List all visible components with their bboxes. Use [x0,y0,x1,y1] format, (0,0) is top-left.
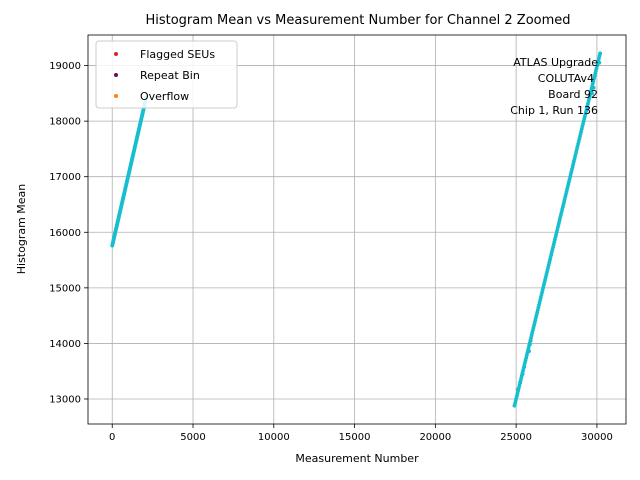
plot-frame [87,34,627,425]
data-point [528,338,533,343]
chart-title: Histogram Mean vs Measurement Number for… [145,13,570,28]
y-tick-label: 15000 [49,283,81,294]
legend: Flagged SEUs Repeat Bin Overflow [95,40,238,109]
legend-label: Overflow [140,90,189,103]
data-points [110,51,603,408]
y-tick-label: 13000 [49,394,81,405]
y-tick-label: 19000 [49,61,81,72]
legend-label: Repeat Bin [140,69,200,82]
legend-marker [114,52,118,56]
data-point [527,342,532,347]
y-tick-label: 16000 [49,228,81,239]
legend-box [95,40,238,109]
y-tick-label: 14000 [49,339,81,350]
legend-marker [114,73,118,77]
data-point [512,403,517,408]
annotation-line: Chip 1, Run 136 [510,104,598,117]
y-axis-label: Histogram Mean [15,184,28,275]
x-axis-label: Measurement Number [295,452,419,465]
grid [88,35,626,424]
y-tick-label: 17000 [49,172,81,183]
legend-label: Flagged SEUs [140,48,215,61]
data-point [515,387,520,392]
data-point [527,349,531,354]
x-tick-label: 0 [109,432,115,443]
x-tick-label: 15000 [339,432,371,443]
annotation-line: ATLAS Upgrade [513,56,598,69]
legend-marker [114,94,118,98]
data-point [518,380,523,385]
x-tick-label: 10000 [258,432,290,443]
annotation-line: COLUTAv4 [538,72,594,85]
x-tick-label: 5000 [180,432,205,443]
data-point [590,91,594,96]
y-tick-label: 18000 [49,117,81,128]
annotation-line: Board 92 [548,88,598,101]
data-point [520,372,525,376]
x-tick-label: 25000 [500,432,532,443]
data-point [522,364,527,369]
annotation: ATLAS Upgrade COLUTAv4 Board 92 Chip 1, … [510,56,598,117]
x-tick-label: 30000 [581,432,613,443]
y-axis-ticks: 13000 14000 15000 16000 17000 18000 19000 [49,61,88,405]
data-point [598,51,603,56]
data-point [597,60,602,65]
data-point [591,85,596,90]
x-tick-label: 20000 [419,432,451,443]
x-axis-ticks: 0 5000 10000 15000 20000 25000 30000 [109,424,613,443]
